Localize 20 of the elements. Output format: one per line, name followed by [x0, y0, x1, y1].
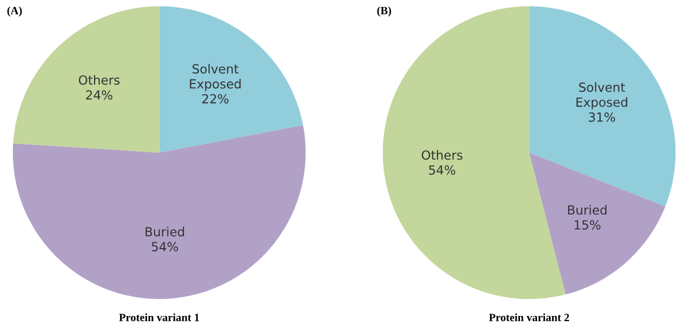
- data-label: 54%: [429, 165, 456, 175]
- slice-label: Buried: [568, 204, 606, 215]
- text: Protein variant 2: [489, 313, 570, 322]
- data-label: 54%: [152, 242, 178, 252]
- pie-slice: [529, 6, 676, 207]
- data-label: 31%: [588, 112, 616, 122]
- pie-slice: [159, 6, 304, 153]
- slice-label: Others: [78, 75, 120, 85]
- pie-slice: [12, 125, 306, 300]
- pie-slice: [529, 152, 666, 294]
- slice-label: Solvent Exposed: [576, 82, 628, 110]
- text: (A): [7, 6, 22, 17]
- slice-label: Others: [422, 150, 462, 160]
- data-label: 22%: [202, 94, 228, 104]
- text: Protein variant 1: [119, 313, 200, 322]
- slice-label: Buried: [146, 226, 184, 236]
- text: (B): [377, 6, 392, 17]
- data-label: 24%: [86, 90, 112, 100]
- slice-label: Solvent Exposed: [190, 64, 241, 91]
- data-label: 15%: [574, 220, 600, 230]
